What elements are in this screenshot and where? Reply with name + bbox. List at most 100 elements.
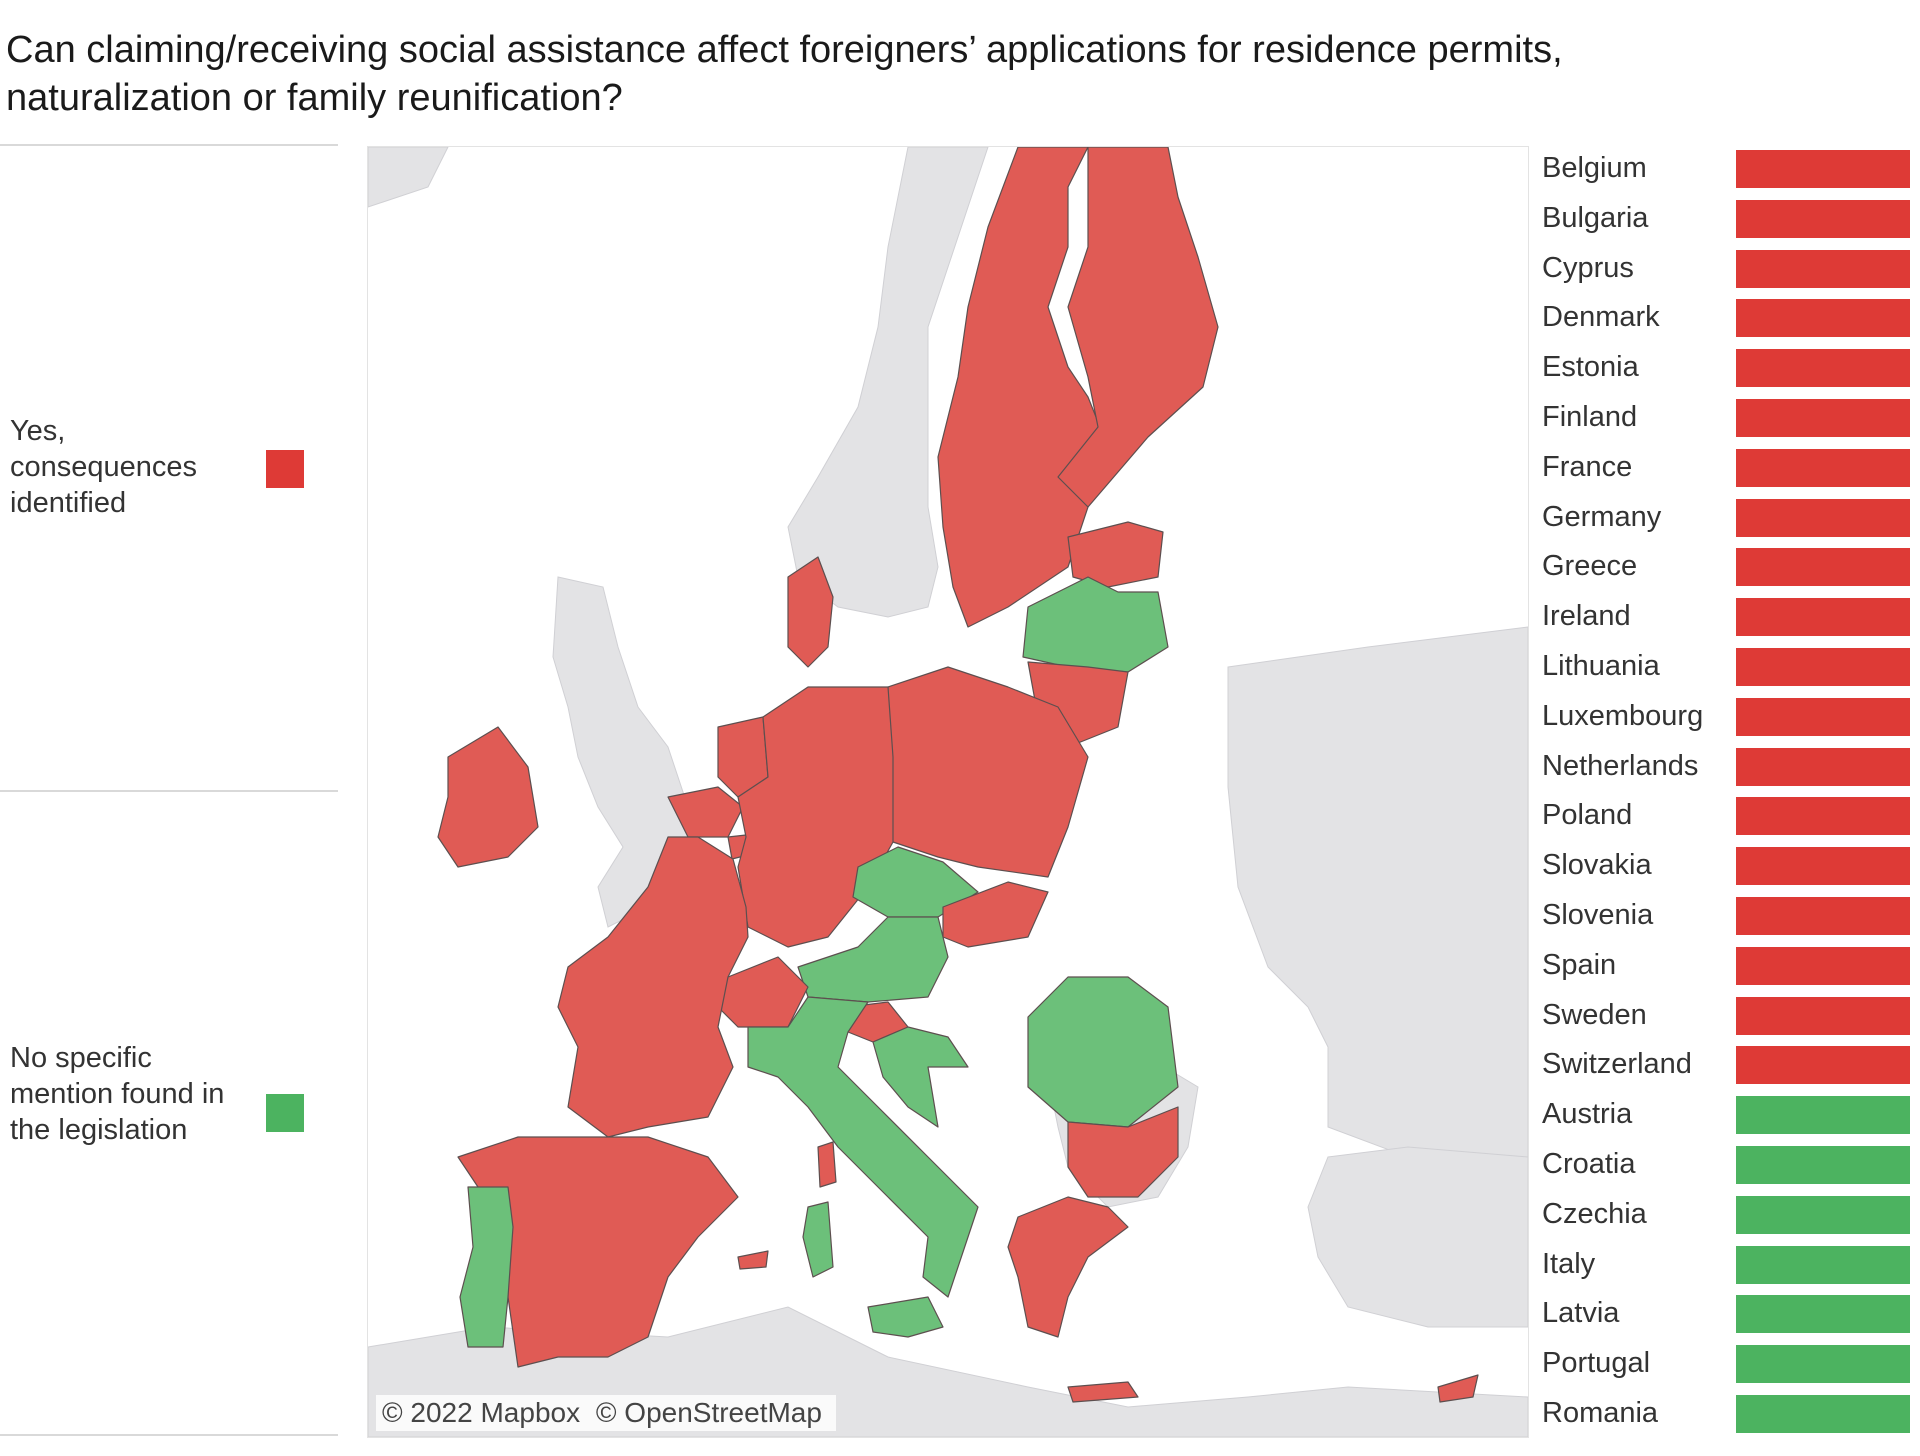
- country-name: Denmark: [1542, 301, 1660, 334]
- country-row[interactable]: Germany: [1530, 495, 1920, 545]
- country-greece-crete[interactable]: [1067, 1381, 1139, 1403]
- country-name: Slovenia: [1542, 899, 1654, 931]
- country-status-bar: [1736, 598, 1910, 637]
- country-status-bar: [1736, 1046, 1910, 1085]
- legend-swatch-yes: [266, 450, 304, 488]
- country-row[interactable]: Estonia: [1530, 345, 1920, 395]
- attribution-mapbox: © 2022 Mapbox: [382, 1397, 581, 1428]
- country-status-bar: [1736, 1295, 1910, 1334]
- land-norway: [787, 147, 989, 618]
- country-row[interactable]: Poland: [1530, 793, 1920, 843]
- country-belgium[interactable]: [667, 786, 744, 838]
- country-denmark[interactable]: [787, 556, 834, 668]
- country-status-bar: [1736, 1245, 1910, 1284]
- country-status-bar: [1736, 946, 1910, 985]
- country-row[interactable]: Luxembourg: [1530, 694, 1920, 744]
- country-france[interactable]: [557, 836, 749, 1138]
- country-status-bar: [1736, 249, 1910, 288]
- country-name: Austria: [1542, 1098, 1633, 1131]
- country-row[interactable]: Denmark: [1530, 295, 1920, 345]
- land-turkey: [1307, 1146, 1528, 1328]
- country-name: Latvia: [1542, 1297, 1620, 1330]
- country-italy[interactable]: [747, 996, 979, 1298]
- country-row[interactable]: France: [1530, 445, 1920, 495]
- country-name: Czechia: [1542, 1197, 1647, 1230]
- country-row[interactable]: Croatia: [1530, 1142, 1920, 1192]
- country-status-bar: [1736, 697, 1910, 736]
- country-status-bar: [1736, 1395, 1910, 1433]
- country-name: Netherlands: [1542, 749, 1699, 782]
- country-status-bar: [1736, 847, 1910, 886]
- country-row[interactable]: Czechia: [1530, 1192, 1920, 1242]
- country-sweden[interactable]: [937, 147, 1109, 628]
- country-name: Germany: [1542, 500, 1662, 533]
- map-attribution: © 2022 Mapbox © OpenStreetMap: [376, 1395, 836, 1431]
- country-germany[interactable]: [737, 686, 894, 948]
- country-row[interactable]: Switzerland: [1530, 1042, 1920, 1092]
- country-latvia[interactable]: [1022, 576, 1169, 673]
- country-row[interactable]: Netherlands: [1530, 744, 1920, 794]
- country-row[interactable]: Sweden: [1530, 993, 1920, 1043]
- country-bulgaria[interactable]: [1067, 1106, 1179, 1198]
- country-row[interactable]: Lithuania: [1530, 644, 1920, 694]
- country-name: Lithuania: [1542, 650, 1660, 682]
- country-row[interactable]: Romania: [1530, 1391, 1920, 1441]
- europe-map[interactable]: © 2022 Mapbox © OpenStreetMap: [367, 146, 1529, 1438]
- legend-divider-top: [0, 144, 338, 146]
- country-status-bar: [1736, 747, 1910, 786]
- legend-divider-bottom: [0, 1434, 338, 1436]
- country-name: Greece: [1542, 550, 1638, 583]
- country-status-bar: [1736, 797, 1910, 836]
- country-status-bar: [1736, 548, 1910, 587]
- country-finland[interactable]: [1057, 147, 1219, 508]
- country-status-bar: [1736, 399, 1910, 437]
- country-italy-sardinia[interactable]: [802, 1201, 834, 1278]
- country-france-corsica[interactable]: [817, 1141, 837, 1188]
- country-estonia[interactable]: [1067, 521, 1164, 588]
- country-name: Belgium: [1542, 152, 1647, 184]
- legend-swatch-no: [266, 1094, 304, 1132]
- country-name: Estonia: [1542, 351, 1639, 384]
- legend-label-no: No specific mention found in the legisla…: [10, 1042, 225, 1146]
- country-status-bar: [1736, 1146, 1910, 1184]
- country-name: Croatia: [1542, 1148, 1636, 1180]
- land-east-europe: [1227, 626, 1528, 1178]
- country-greece[interactable]: [1007, 1196, 1129, 1338]
- country-croatia[interactable]: [872, 1026, 969, 1128]
- country-row[interactable]: Cyprus: [1530, 246, 1920, 296]
- country-name: Cyprus: [1542, 251, 1634, 284]
- country-row[interactable]: Bulgaria: [1530, 196, 1920, 246]
- country-row[interactable]: Portugal: [1530, 1341, 1920, 1391]
- country-status-bar: [1736, 498, 1910, 537]
- country-portugal[interactable]: [459, 1186, 514, 1348]
- country-row[interactable]: Slovakia: [1530, 843, 1920, 893]
- country-name: Finland: [1542, 401, 1638, 433]
- legend-divider-middle: [0, 790, 338, 792]
- country-row[interactable]: Greece: [1530, 544, 1920, 594]
- country-row[interactable]: Italy: [1530, 1242, 1920, 1292]
- country-name: Sweden: [1542, 998, 1647, 1031]
- country-row[interactable]: Austria: [1530, 1092, 1920, 1142]
- country-ireland[interactable]: [437, 726, 539, 868]
- country-row[interactable]: Slovenia: [1530, 893, 1920, 943]
- country-spain-balearics[interactable]: [737, 1250, 769, 1270]
- country-cyprus[interactable]: [1437, 1374, 1479, 1403]
- country-name: France: [1542, 450, 1633, 483]
- country-status-bar: [1736, 349, 1910, 388]
- country-italy-sicily[interactable]: [867, 1296, 944, 1338]
- country-status-bar: [1736, 996, 1910, 1035]
- country-row[interactable]: Belgium: [1530, 146, 1920, 196]
- country-row[interactable]: Finland: [1530, 395, 1920, 445]
- legend-label-yes: Yes, consequences identified: [10, 415, 198, 519]
- country-status-bar: [1736, 648, 1910, 686]
- country-row[interactable]: Latvia: [1530, 1291, 1920, 1341]
- country-name: Bulgaria: [1542, 201, 1649, 234]
- country-status-bar: [1736, 150, 1910, 188]
- country-romania[interactable]: [1027, 976, 1179, 1128]
- country-name: Portugal: [1542, 1347, 1651, 1380]
- country-status-bar: [1736, 1195, 1910, 1234]
- country-name: Romania: [1542, 1397, 1659, 1429]
- country-row[interactable]: Ireland: [1530, 594, 1920, 644]
- country-name: Luxembourg: [1542, 699, 1704, 732]
- country-row[interactable]: Spain: [1530, 943, 1920, 993]
